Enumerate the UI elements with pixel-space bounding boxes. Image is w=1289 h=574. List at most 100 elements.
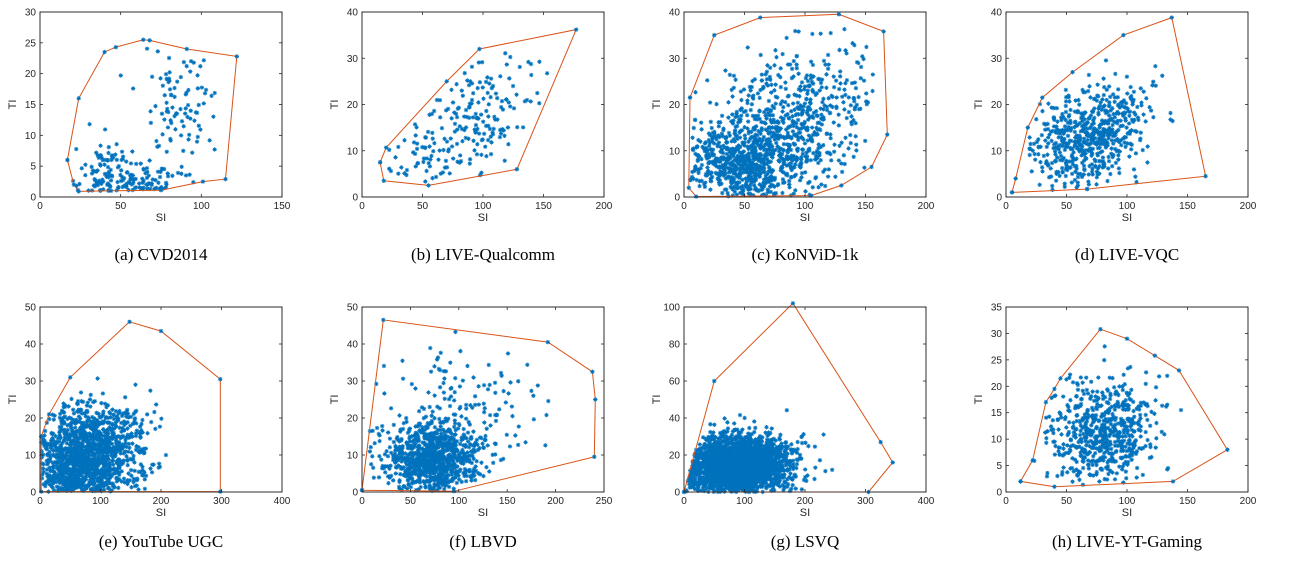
data-point <box>180 119 184 123</box>
data-point <box>1074 133 1078 137</box>
x-tick-label: 200 <box>918 201 935 212</box>
data-point <box>474 459 478 463</box>
data-point <box>1124 135 1128 139</box>
data-point <box>456 107 460 111</box>
data-point <box>397 413 401 417</box>
data-point <box>86 400 90 404</box>
y-tick-label: 20 <box>347 414 359 425</box>
data-point <box>91 427 95 431</box>
data-point <box>409 459 413 463</box>
data-point <box>735 110 739 114</box>
data-point <box>1077 142 1081 146</box>
data-point <box>74 459 78 463</box>
data-point <box>57 481 61 485</box>
data-point <box>423 146 427 150</box>
data-point <box>48 482 52 486</box>
data-point <box>758 175 762 179</box>
data-point <box>85 424 89 428</box>
data-point <box>58 416 62 420</box>
data-point <box>92 183 96 187</box>
subplot-caption: (f) LBVD <box>322 532 644 552</box>
data-point <box>816 161 820 165</box>
hull-vertex <box>77 189 81 193</box>
data-point <box>107 466 111 470</box>
data-point <box>775 144 779 148</box>
data-point <box>475 86 479 90</box>
data-point <box>165 150 169 154</box>
data-point <box>734 156 738 160</box>
data-point <box>1131 98 1135 102</box>
data-point <box>126 188 130 192</box>
data-point <box>695 167 699 171</box>
data-point <box>740 140 744 144</box>
data-point <box>464 406 468 410</box>
data-point <box>828 111 832 115</box>
data-point <box>172 95 176 99</box>
data-point <box>450 144 454 148</box>
data-point <box>1082 168 1086 172</box>
data-point <box>1043 127 1047 131</box>
data-point <box>1067 114 1071 118</box>
data-point <box>81 459 85 463</box>
data-point <box>176 171 180 175</box>
data-point <box>479 461 483 465</box>
hull-vertex <box>378 160 382 164</box>
data-point <box>516 443 520 447</box>
data-point <box>770 104 774 108</box>
data-point <box>121 178 125 182</box>
data-point <box>186 88 190 92</box>
data-point <box>1038 145 1042 149</box>
data-point <box>1057 128 1061 132</box>
data-point <box>116 417 120 421</box>
y-tick-label: 40 <box>347 340 359 351</box>
data-point <box>195 139 199 143</box>
data-point <box>523 440 527 444</box>
data-point <box>1106 166 1110 170</box>
data-point <box>168 137 172 141</box>
data-point <box>1066 126 1070 130</box>
data-point <box>468 102 472 106</box>
data-point <box>106 165 110 169</box>
data-point <box>501 457 505 461</box>
data-point <box>447 463 451 467</box>
data-point <box>805 110 809 114</box>
data-point <box>157 144 161 148</box>
data-point <box>145 166 149 170</box>
data-point <box>762 170 766 174</box>
hull-vertex <box>1203 174 1207 178</box>
data-point <box>735 114 739 118</box>
data-point <box>1092 116 1096 120</box>
data-point <box>484 465 488 469</box>
data-point <box>397 486 401 490</box>
data-point <box>402 138 406 142</box>
data-point <box>447 455 451 459</box>
data-point <box>1068 146 1072 150</box>
data-point <box>421 440 425 444</box>
data-point <box>449 136 453 140</box>
data-point <box>834 78 838 82</box>
data-point <box>92 443 96 447</box>
data-point <box>477 446 481 450</box>
data-point <box>781 177 785 181</box>
data-point <box>114 476 118 480</box>
data-point <box>476 100 480 104</box>
data-point <box>770 125 774 129</box>
y-tick-label: 20 <box>669 100 681 111</box>
data-point <box>1096 153 1100 157</box>
data-point <box>467 458 471 462</box>
data-point <box>543 443 547 447</box>
data-point <box>745 101 749 105</box>
data-point <box>840 95 844 99</box>
subplot-caption: (a) CVD2014 <box>0 245 322 265</box>
data-point <box>1108 132 1112 136</box>
data-point <box>95 376 99 380</box>
data-point <box>198 64 202 68</box>
data-point <box>473 440 477 444</box>
data-point <box>168 87 172 91</box>
data-point <box>1091 147 1095 151</box>
data-point <box>1082 126 1086 130</box>
data-point <box>853 134 857 138</box>
